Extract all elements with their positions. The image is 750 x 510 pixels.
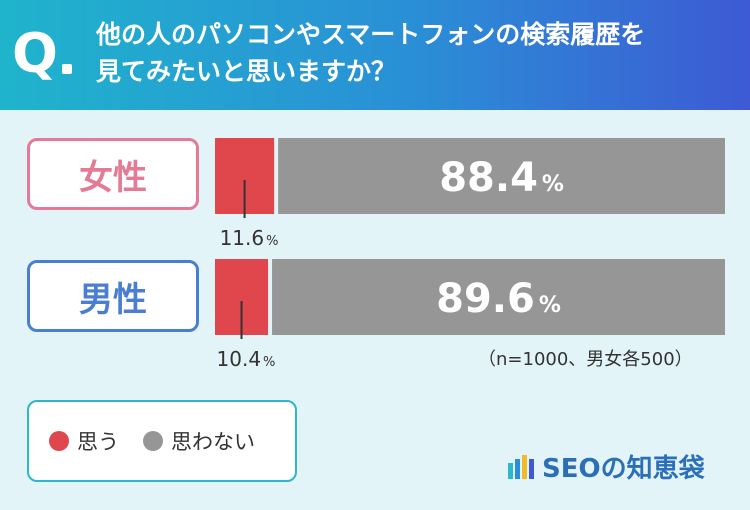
logo-icon	[508, 454, 534, 479]
data-label-yes-0: 11.6%	[220, 226, 279, 250]
question-header: Q 他の人のパソコンやスマートフォンの検索履歴を 見てみたいと思いますか？	[0, 0, 750, 110]
legend-label-no: 思わない	[171, 430, 255, 454]
legend-swatch-no	[143, 431, 163, 451]
bar-no-0	[278, 138, 725, 214]
sample-note: （n=1000、男女各500）	[478, 349, 693, 370]
question-text: 他の人のパソコンやスマートフォンの検索履歴を 見てみたいと思いますか？	[96, 16, 736, 90]
legend-swatch-yes	[49, 431, 69, 451]
question-line-1: 他の人のパソコンやスマートフォンの検索履歴を	[96, 20, 646, 49]
bar-no-1	[272, 259, 725, 335]
legend-label-yes: 思う	[77, 430, 119, 454]
data-label-yes-1: 10.4%	[217, 347, 276, 371]
question-line-2: 見てみたいと思いますか？	[96, 57, 397, 86]
legend-item-no: 思わない	[143, 426, 255, 456]
category-label-female: 女性	[27, 138, 199, 210]
data-label-no-0: 88.4%	[439, 155, 564, 201]
data-label-no-1: 89.6%	[436, 276, 561, 322]
question-mark-dot	[62, 64, 72, 74]
question-mark: Q	[12, 22, 58, 85]
legend: 思う 思わない	[27, 400, 297, 482]
legend-item-yes: 思う	[49, 426, 119, 456]
category-label-male: 男性	[27, 260, 199, 332]
logo-text: SEOの知恵袋	[542, 454, 705, 484]
brand-logo: SEOの知恵袋	[508, 448, 705, 485]
